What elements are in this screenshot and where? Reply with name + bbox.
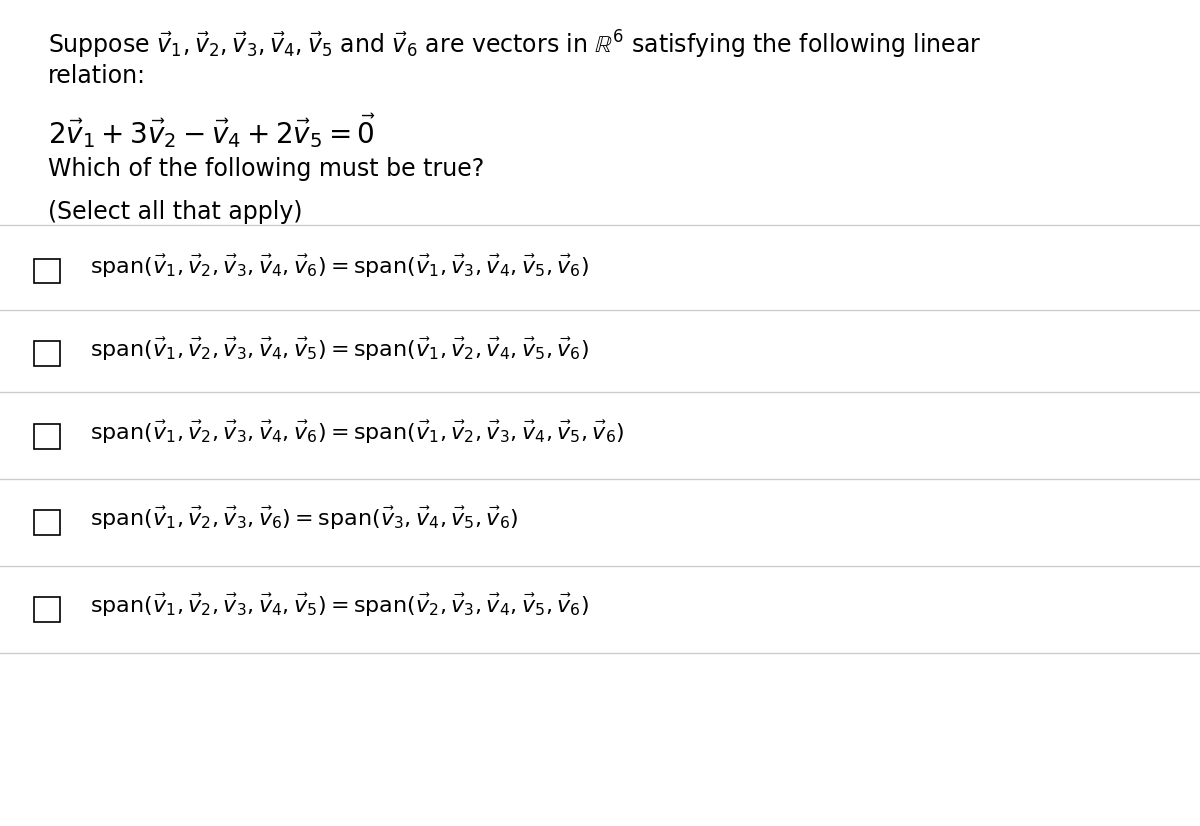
Text: Suppose $\vec{v}_1, \vec{v}_2, \vec{v}_3, \vec{v}_4, \vec{v}_5$ and $\vec{v}_6$ : Suppose $\vec{v}_1, \vec{v}_2, \vec{v}_3… (48, 29, 982, 61)
Text: $\mathrm{span}(\vec{v}_1, \vec{v}_2, \vec{v}_3, \vec{v}_4, \vec{v}_5) = \mathrm{: $\mathrm{span}(\vec{v}_1, \vec{v}_2, \ve… (90, 336, 589, 363)
Bar (34, 510, 60, 535)
Text: $2\vec{v}_1 + 3\vec{v}_2 - \vec{v}_4 + 2\vec{v}_5 = \vec{0}$: $2\vec{v}_1 + 3\vec{v}_2 - \vec{v}_4 + 2… (48, 112, 376, 150)
Text: $\mathrm{span}(\vec{v}_1, \vec{v}_2, \vec{v}_3, \vec{v}_4, \vec{v}_6) = \mathrm{: $\mathrm{span}(\vec{v}_1, \vec{v}_2, \ve… (90, 254, 589, 280)
Bar (34, 597, 60, 622)
Bar (34, 424, 60, 449)
Text: (Select all that apply): (Select all that apply) (48, 200, 302, 224)
Text: $\mathrm{span}(\vec{v}_1, \vec{v}_2, \vec{v}_3, \vec{v}_4, \vec{v}_5) = \mathrm{: $\mathrm{span}(\vec{v}_1, \vec{v}_2, \ve… (90, 592, 589, 619)
Bar (34, 341, 60, 366)
Text: relation:: relation: (48, 64, 146, 88)
Text: $\mathrm{span}(\vec{v}_1, \vec{v}_2, \vec{v}_3, \vec{v}_6) = \mathrm{span}(\vec{: $\mathrm{span}(\vec{v}_1, \vec{v}_2, \ve… (90, 506, 518, 532)
Text: Which of the following must be true?: Which of the following must be true? (48, 157, 485, 181)
Text: $\mathrm{span}(\vec{v}_1, \vec{v}_2, \vec{v}_3, \vec{v}_4, \vec{v}_6) = \mathrm{: $\mathrm{span}(\vec{v}_1, \vec{v}_2, \ve… (90, 419, 624, 445)
Bar (34, 259, 60, 283)
